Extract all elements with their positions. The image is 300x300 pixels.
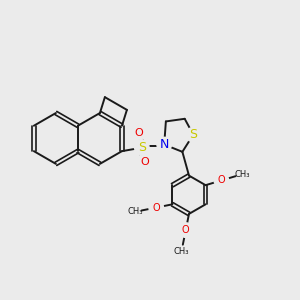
Circle shape (132, 125, 146, 140)
Text: N: N (160, 138, 169, 151)
Text: S: S (138, 141, 146, 154)
Text: O: O (140, 157, 149, 167)
Text: O: O (152, 202, 160, 213)
Circle shape (214, 173, 229, 188)
Text: O: O (218, 176, 225, 185)
Circle shape (157, 137, 172, 152)
Text: CH₃: CH₃ (234, 170, 250, 179)
Text: CH₃: CH₃ (174, 247, 189, 256)
Text: CH₃: CH₃ (128, 207, 143, 216)
Text: O: O (182, 225, 190, 235)
Text: S: S (189, 128, 197, 141)
Circle shape (149, 200, 164, 215)
Circle shape (178, 223, 193, 237)
Text: O: O (135, 128, 143, 138)
Circle shape (134, 140, 149, 154)
Circle shape (186, 128, 200, 142)
Circle shape (137, 154, 152, 169)
